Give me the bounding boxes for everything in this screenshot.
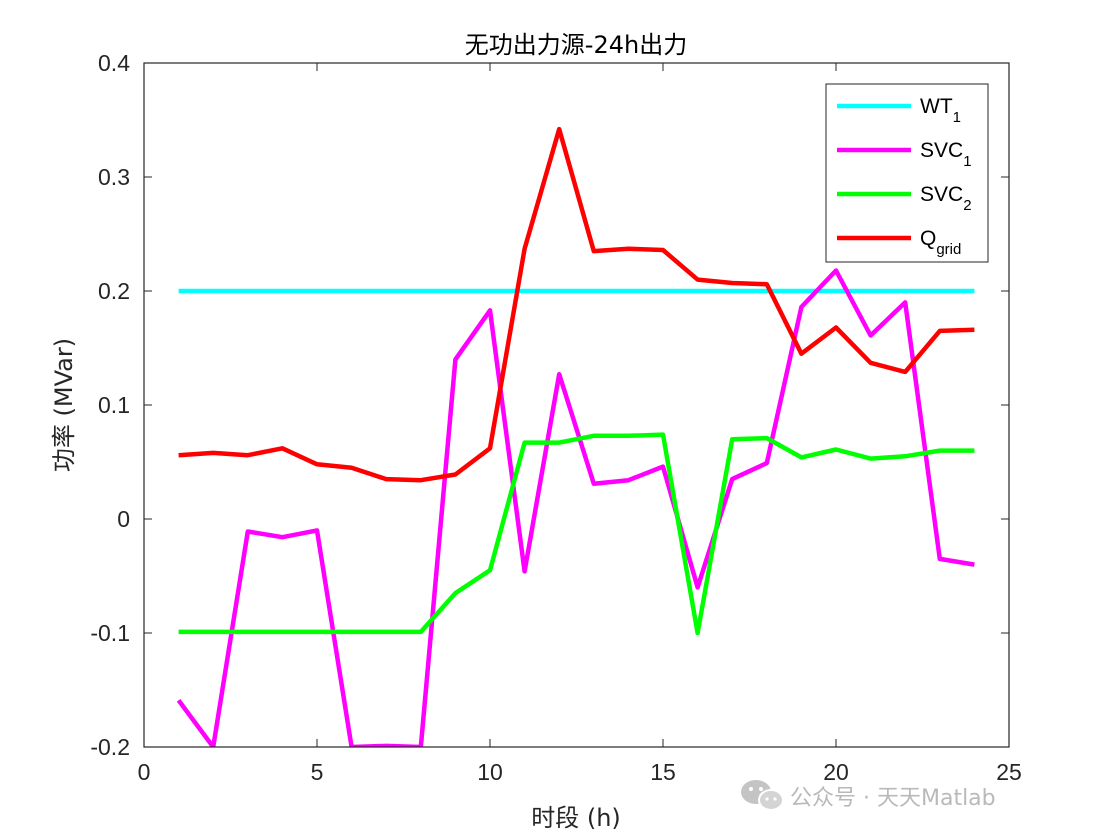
x-tick-label: 25: [996, 759, 1022, 785]
wechat-icon: [741, 780, 784, 811]
x-axis-title: 时段 (h): [531, 804, 621, 832]
x-tick-label: 15: [650, 759, 676, 785]
series-line-2: [176, 268, 975, 747]
y-tick-label: 0.2: [98, 278, 130, 304]
x-tick-label: 20: [823, 759, 849, 785]
y-tick-label: 0.1: [98, 392, 130, 418]
legend-box: [825, 83, 989, 263]
watermark: 公众号 · 天天Matlab: [741, 780, 996, 811]
x-tick-label: 10: [477, 759, 503, 785]
chart-title: 无功出力源-24h出力: [465, 31, 687, 59]
y-tick-label: -0.2: [90, 734, 130, 760]
y-tick-label: 0.4: [98, 50, 130, 76]
y-tick-label: -0.1: [90, 620, 130, 646]
y-axis-title: 功率 (MVar): [50, 338, 78, 472]
series-layer: [176, 126, 975, 747]
series-line-3: [178, 432, 975, 636]
x-tick-label: 0: [138, 759, 151, 785]
watermark-text: 公众号 · 天天Matlab: [790, 786, 996, 811]
series-line-4: [178, 126, 975, 483]
x-tick-label: 5: [311, 759, 324, 785]
tick-layer: 0 5 10 15 20 25 -0.2 -0.1 0 0.1 0.2 0.3 0.4: [90, 50, 1021, 785]
y-tick-label: 0.3: [98, 164, 130, 190]
y-tick-label: 0: [117, 506, 130, 532]
